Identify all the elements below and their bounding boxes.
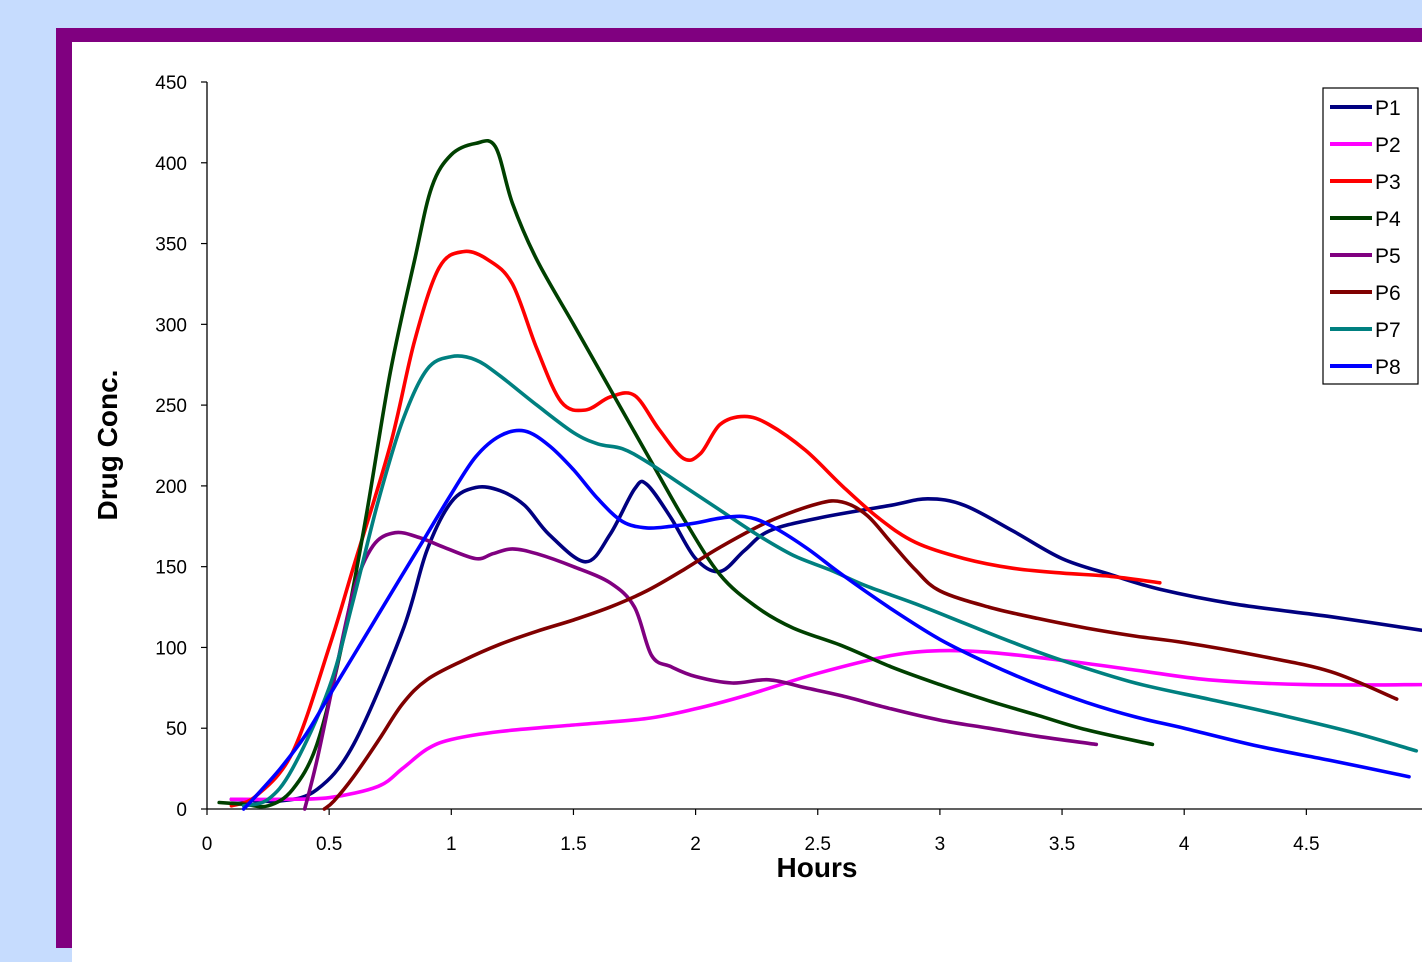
series-line-p1 bbox=[229, 479, 1422, 804]
y-tick-label: 250 bbox=[155, 396, 187, 417]
x-tick-label: 4.5 bbox=[1293, 834, 1319, 855]
line-chart: 0 50 100 150 200 250 300 350 400 450 0 0.5 1 1.5 2 2.5… bbox=[92, 73, 1422, 883]
legend-label-p3: P3 bbox=[1375, 171, 1401, 194]
y-tick-label: 450 bbox=[155, 73, 187, 94]
y-tick-label: 350 bbox=[155, 235, 187, 256]
legend-label-p5: P5 bbox=[1375, 245, 1401, 268]
series-line-p2 bbox=[229, 648, 1422, 802]
legend: P1 P2 P3 P4 P5 P6 P7 P8 bbox=[1322, 87, 1419, 385]
legend-label-p1: P1 bbox=[1375, 97, 1401, 120]
series-line-p7 bbox=[241, 354, 1419, 808]
y-axis-title: Drug Conc. bbox=[92, 370, 123, 521]
series-line-p6 bbox=[322, 499, 1399, 811]
series-line-p3 bbox=[229, 249, 1162, 808]
y-tick-label: 150 bbox=[155, 558, 187, 579]
x-ticks: 00.511.522.533.544.55 bbox=[202, 809, 1320, 855]
legend-label-p2: P2 bbox=[1375, 134, 1401, 157]
y-tick-label: 0 bbox=[176, 800, 187, 821]
legend-label-p6: P6 bbox=[1375, 282, 1401, 305]
series-line-p4 bbox=[217, 138, 1155, 809]
x-tick-label: 2 bbox=[690, 834, 701, 855]
y-tick-label: 50 bbox=[166, 719, 187, 740]
legend-label-p4: P4 bbox=[1375, 208, 1401, 231]
series-line-p5 bbox=[302, 530, 1099, 811]
x-tick-label: 1.5 bbox=[560, 834, 586, 855]
x-tick-label: 3.5 bbox=[1049, 834, 1075, 855]
x-tick-label: 2.5 bbox=[805, 834, 831, 855]
x-tick-label: 1 bbox=[446, 834, 457, 855]
y-tick-label: 100 bbox=[155, 638, 187, 659]
y-tick-label: 200 bbox=[155, 477, 187, 498]
series-line-p8 bbox=[241, 428, 1411, 811]
legend-label-p8: P8 bbox=[1375, 356, 1401, 379]
y-tick-label: 400 bbox=[155, 154, 187, 175]
x-tick-label: 0.5 bbox=[316, 834, 342, 855]
x-axis-title: Hours bbox=[777, 852, 858, 883]
axes bbox=[206, 82, 1422, 810]
x-tick-label: 4 bbox=[1179, 834, 1190, 855]
x-tick-label: 0 bbox=[202, 834, 213, 855]
y-tick-label: 300 bbox=[155, 315, 187, 336]
chart-frame bbox=[56, 28, 1422, 962]
legend-label-p7: P7 bbox=[1375, 319, 1401, 342]
y-ticks: 0 50 100 150 200 250 300 350 400 450 bbox=[155, 73, 207, 821]
legend-box bbox=[1322, 87, 1419, 385]
series-layer bbox=[217, 138, 1422, 811]
x-tick-label: 3 bbox=[935, 834, 946, 855]
